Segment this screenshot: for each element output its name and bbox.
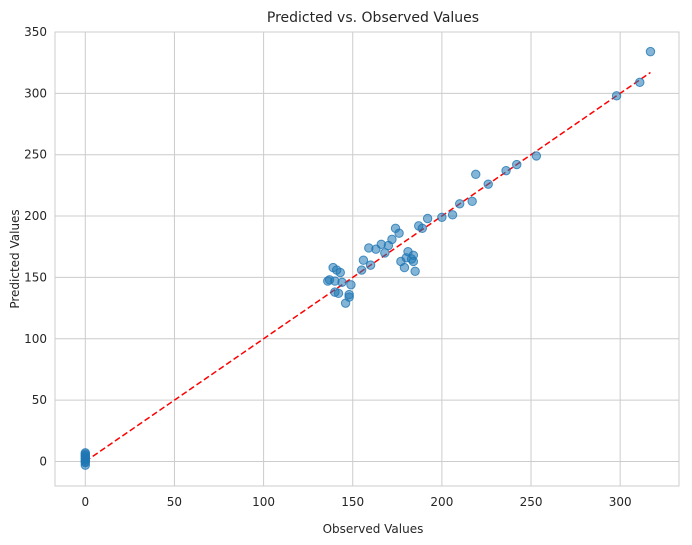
data-point <box>417 223 427 234</box>
data-point <box>333 288 344 299</box>
data-point <box>467 196 477 207</box>
data-point <box>358 255 369 265</box>
data-point <box>335 267 345 278</box>
data-point <box>611 91 622 101</box>
x-tick-label: 0 <box>81 495 89 509</box>
data-point <box>387 234 397 245</box>
data-point <box>501 165 511 176</box>
data-points <box>80 46 656 470</box>
y-tick-label: 100 <box>24 332 47 346</box>
x-tick-label: 150 <box>341 495 364 509</box>
data-point <box>645 46 656 57</box>
data-point <box>483 179 493 189</box>
data-point <box>422 213 433 224</box>
x-tick-label: 250 <box>520 495 543 509</box>
x-tick-label: 50 <box>167 495 182 509</box>
data-point <box>410 266 420 276</box>
data-point <box>344 289 354 300</box>
data-point <box>399 262 410 273</box>
data-point <box>635 77 645 88</box>
data-point <box>512 159 522 170</box>
data-point <box>531 151 542 161</box>
data-point <box>337 277 347 288</box>
x-tick-labels: 0 50 100 150 200 250 300 <box>81 495 631 509</box>
data-point <box>447 210 458 220</box>
y-tick-label: 250 <box>24 148 47 162</box>
x-tick-label: 200 <box>430 495 453 509</box>
grid-lines <box>55 31 679 486</box>
data-point <box>365 260 376 270</box>
y-axis-label: Predicted Values <box>8 209 22 308</box>
data-point <box>408 256 419 267</box>
data-point <box>80 448 91 458</box>
x-tick-label: 300 <box>609 495 632 509</box>
data-point <box>356 265 367 275</box>
data-point <box>394 228 404 238</box>
data-point <box>471 169 481 180</box>
y-tick-label: 50 <box>32 393 47 407</box>
data-point <box>346 280 356 290</box>
x-tick-label: 100 <box>252 495 275 509</box>
y-tick-label: 200 <box>24 209 47 223</box>
y-tick-label: 0 <box>39 454 47 468</box>
data-point <box>380 248 390 258</box>
data-point <box>437 212 447 222</box>
chart-title: Predicted vs. Observed Values <box>267 10 479 26</box>
data-point <box>455 199 465 209</box>
y-tick-label: 300 <box>24 86 47 100</box>
x-axis-label: Observed Values <box>323 522 424 536</box>
y-tick-label: 150 <box>24 270 47 284</box>
y-tick-label: 350 <box>24 25 47 39</box>
y-tick-labels: 0 50 100 150 200 250 300 350 <box>24 25 47 468</box>
plot-frame <box>54 31 680 487</box>
